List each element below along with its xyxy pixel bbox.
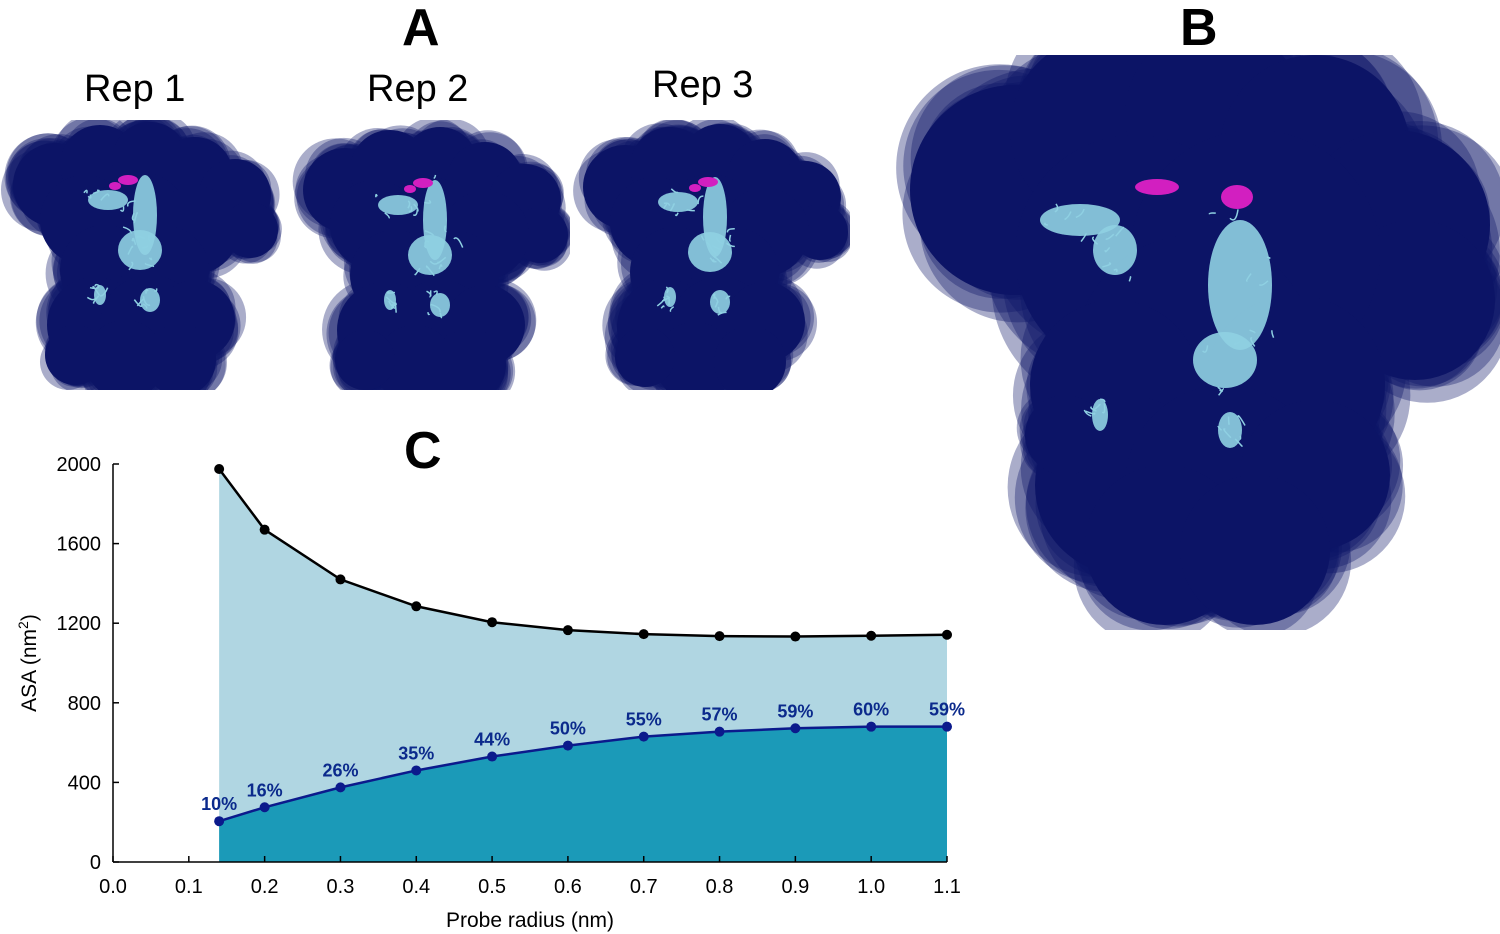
total-asa-point bbox=[259, 524, 270, 535]
rep-2-structure-image bbox=[292, 120, 570, 390]
panel-a-label: A bbox=[402, 0, 440, 57]
total-asa-point bbox=[487, 617, 498, 628]
buried-asa-point bbox=[562, 740, 573, 751]
buried-asa-point bbox=[487, 751, 498, 762]
y-axis-label-main: ASA (nm bbox=[18, 629, 41, 712]
x-tick-label: 0.4 bbox=[402, 876, 430, 898]
buried-asa-point bbox=[214, 816, 225, 827]
percent-label: 44% bbox=[474, 730, 510, 750]
percent-label: 60% bbox=[853, 700, 889, 720]
y-axis-label: ASA (nm2) bbox=[15, 614, 41, 712]
buried-asa-point bbox=[942, 721, 952, 732]
percent-label: 50% bbox=[550, 719, 586, 739]
data-points bbox=[214, 463, 952, 827]
panel-b-label: B bbox=[1180, 0, 1218, 57]
total-asa-point bbox=[942, 629, 952, 640]
percent-labels: 10% 16% 26% 35% 44% 50% 55% 57% 59% 60% 59% bbox=[201, 700, 965, 815]
y-axis-label-sup: 2 bbox=[15, 621, 31, 629]
y-tick-label: 400 bbox=[68, 772, 101, 794]
percent-label: 35% bbox=[398, 743, 434, 763]
total-asa-point bbox=[866, 630, 877, 641]
x-tick-label: 0.0 bbox=[99, 876, 127, 898]
percent-label: 55% bbox=[626, 710, 662, 730]
y-tick-label: 1200 bbox=[57, 613, 102, 635]
x-tick-label: 0.5 bbox=[478, 876, 506, 898]
rep-1-label: Rep 1 bbox=[84, 68, 186, 110]
buried-asa-point bbox=[259, 802, 270, 813]
y-axis-label-end: ) bbox=[18, 614, 41, 621]
y-tick-label: 1600 bbox=[57, 534, 102, 556]
x-tick-label: 0.6 bbox=[554, 876, 582, 898]
rep-2-label: Rep 2 bbox=[367, 68, 469, 110]
buried-asa-point bbox=[790, 723, 801, 734]
y-tick-label: 800 bbox=[68, 693, 101, 715]
percent-label: 16% bbox=[247, 780, 283, 800]
buried-asa-point bbox=[411, 765, 422, 776]
percent-label: 59% bbox=[929, 700, 965, 720]
x-tick-label: 0.7 bbox=[630, 876, 658, 898]
total-asa-point bbox=[335, 574, 346, 585]
buried-asa-area bbox=[219, 726, 948, 862]
y-tick-label: 2000 bbox=[57, 454, 102, 476]
buried-asa-point bbox=[638, 731, 649, 742]
buried-asa-point bbox=[335, 782, 346, 793]
x-axis-ticks: 0.0 0.1 0.2 0.3 0.4 0.5 0.6 0.7 0.8 0.9 1.0 1.1 bbox=[99, 856, 961, 898]
y-tick-label: 0 bbox=[90, 852, 101, 874]
total-asa-point bbox=[714, 631, 725, 642]
rep-1-structure-image bbox=[0, 120, 282, 390]
x-tick-label: 0.9 bbox=[781, 876, 809, 898]
percent-label: 59% bbox=[777, 701, 813, 721]
buried-asa-point bbox=[866, 721, 877, 732]
percent-label: 26% bbox=[322, 760, 358, 780]
total-asa-point bbox=[638, 629, 649, 640]
x-tick-label: 0.8 bbox=[706, 876, 734, 898]
rep-3-label: Rep 3 bbox=[652, 64, 754, 106]
y-axis-ticks: 0 400 800 1200 1600 2000 bbox=[57, 454, 119, 874]
x-tick-label: 0.1 bbox=[175, 876, 203, 898]
total-asa-point bbox=[562, 625, 573, 636]
x-tick-label: 0.2 bbox=[251, 876, 279, 898]
total-asa-point bbox=[790, 631, 801, 642]
total-asa-point bbox=[411, 601, 422, 612]
percent-label: 57% bbox=[702, 705, 738, 725]
x-axis-label: Probe radius (nm) bbox=[446, 909, 614, 932]
percent-label: 10% bbox=[201, 794, 237, 814]
panel-c-label: C bbox=[404, 422, 442, 480]
ensemble-structure-image bbox=[896, 55, 1500, 630]
rep-3-structure-image bbox=[573, 120, 850, 390]
x-tick-label: 0.3 bbox=[327, 876, 355, 898]
x-tick-label: 1.1 bbox=[933, 876, 961, 898]
buried-asa-point bbox=[714, 726, 725, 737]
x-tick-label: 1.0 bbox=[857, 876, 885, 898]
total-asa-point bbox=[214, 463, 225, 474]
